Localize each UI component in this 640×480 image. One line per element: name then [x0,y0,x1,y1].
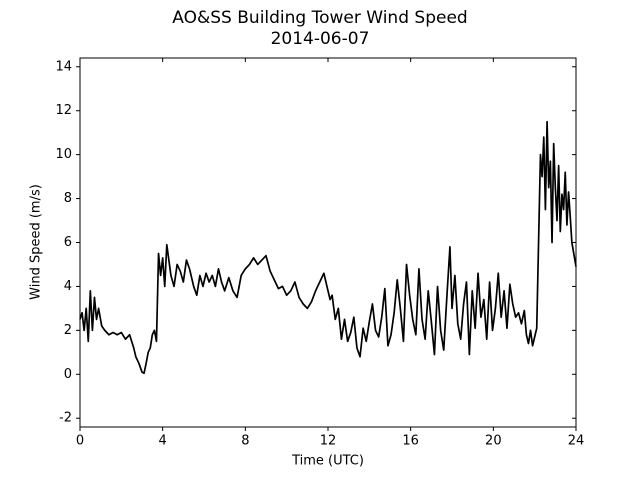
x-tick-label: 24 [568,434,585,449]
y-tick-label: 6 [64,235,72,250]
x-axis-label: Time (UTC) [291,454,364,469]
y-tick-label: 0 [64,367,72,382]
x-tick-label: 20 [485,434,502,449]
x-tick-label: 0 [76,434,84,449]
y-tick-label: 2 [64,323,72,338]
y-tick-label: 8 [64,191,72,206]
x-tick-label: 8 [241,434,249,449]
y-tick-label: 4 [64,279,72,294]
chart-title: AO&SS Building Tower Wind Speed [172,8,467,28]
y-tick-label: -2 [59,411,72,426]
y-tick-label: 12 [55,103,72,118]
x-tick-label: 16 [402,434,419,449]
plot-frame [79,57,577,428]
data-line [79,120,577,375]
y-tick-label: 14 [55,59,72,74]
chart-subtitle: 2014-06-07 [271,29,370,49]
x-tick-label: 4 [159,434,167,449]
x-tick-label: 12 [320,434,337,449]
y-axis-label: Wind Speed (m/s) [29,184,44,300]
y-tick-label: 10 [55,147,72,162]
